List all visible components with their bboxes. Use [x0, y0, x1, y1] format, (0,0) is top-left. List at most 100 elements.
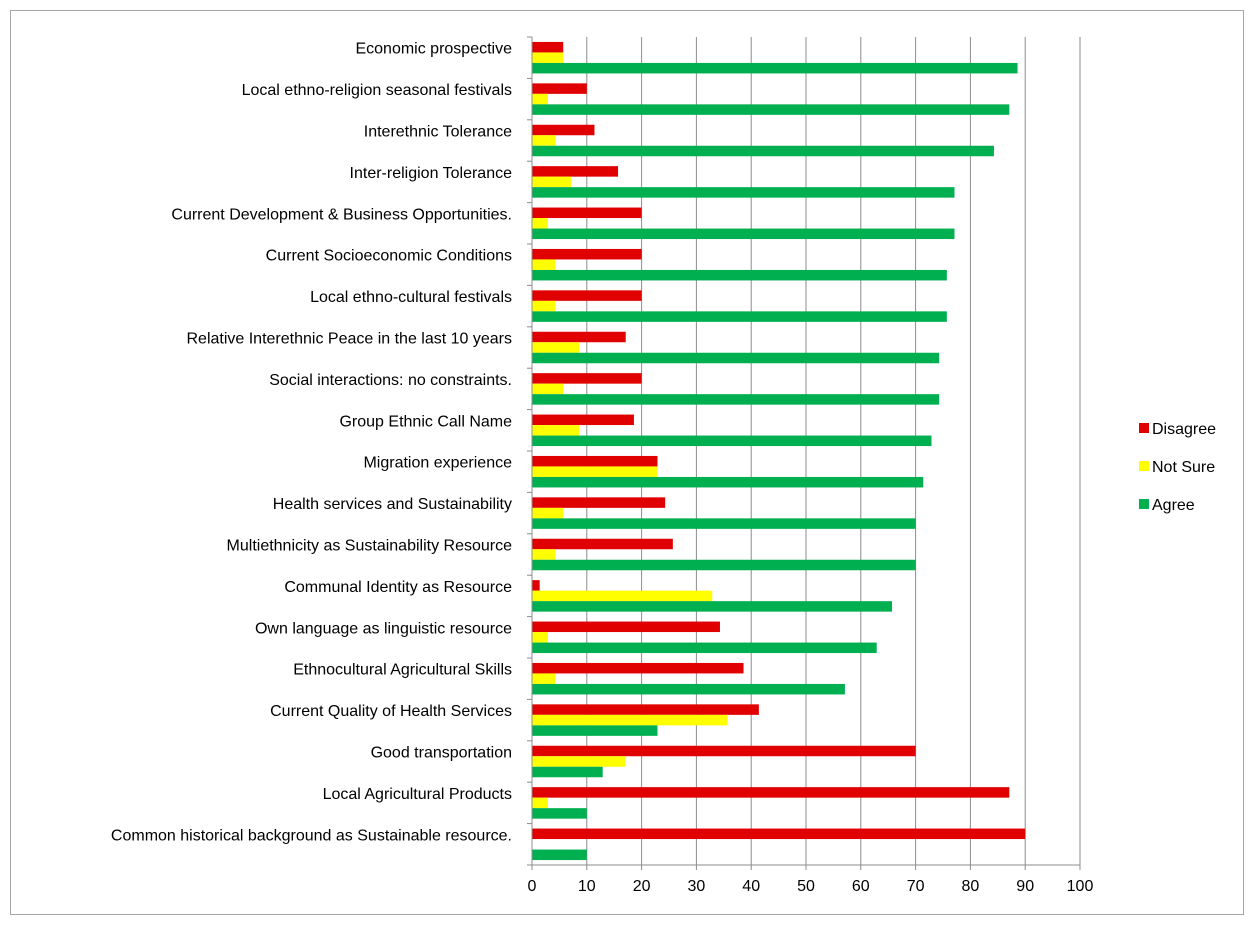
- category-label: Economic prospective: [355, 41, 512, 58]
- bar-disagree: [532, 124, 595, 136]
- bar-disagree: [532, 745, 916, 757]
- chart-frame: [10, 10, 1244, 915]
- bar-not-sure: [532, 300, 556, 312]
- bar-disagree: [532, 455, 658, 467]
- bar-disagree: [532, 497, 666, 508]
- bar-disagree: [532, 166, 619, 177]
- legend-swatch-agree: [1139, 499, 1149, 509]
- x-tick-label: 20: [633, 878, 651, 895]
- bar-not-sure: [532, 632, 548, 643]
- category-label: Social interactions: no constraints.: [269, 372, 512, 389]
- x-tick-label: 70: [907, 878, 925, 895]
- category-label: Ethnocultural Agricultural Skills: [293, 662, 512, 679]
- category-label: Migration experience: [363, 455, 512, 472]
- category-label: Relative Interethnic Peace in the last 1…: [186, 331, 512, 348]
- gridlines: [586, 37, 1081, 865]
- category-label: Inter-religion Tolerance: [350, 165, 513, 182]
- bar-agree: [532, 601, 893, 612]
- bar-agree: [532, 228, 955, 240]
- category-labels: Economic prospective Local ethno-religion…: [111, 41, 512, 845]
- category-label: Communal Identity as Resource: [284, 579, 512, 596]
- bar-disagree: [532, 787, 1010, 798]
- bar-not-sure: [532, 756, 626, 767]
- bar-agree: [532, 725, 658, 736]
- bar-not-sure: [532, 425, 580, 436]
- category-label: Common historical background as Sustaina…: [111, 827, 512, 844]
- category-label: Own language as linguistic resource: [255, 620, 512, 637]
- legend-label: Not Sure: [1152, 459, 1215, 476]
- x-tick-label: 80: [962, 878, 980, 895]
- x-tick-label: 10: [578, 878, 596, 895]
- bar-agree: [532, 145, 994, 157]
- bar-disagree: [532, 414, 634, 426]
- bar-agree: [532, 559, 916, 571]
- category-label: Local ethno-cultural festivals: [310, 289, 512, 306]
- category-label: Multiethnicity as Sustainability Resourc…: [227, 538, 513, 555]
- legend-swatch-disagree: [1139, 423, 1149, 433]
- bar-not-sure: [532, 259, 556, 270]
- bar-not-sure: [532, 549, 556, 560]
- category-label: Local ethno-religion seasonal festivals: [242, 82, 512, 99]
- bar-disagree: [532, 662, 744, 674]
- bar-disagree: [532, 41, 564, 53]
- bar-disagree: [532, 207, 642, 219]
- bar-not-sure: [532, 507, 564, 519]
- category-label: Current Socioeconomic Conditions: [266, 248, 512, 265]
- bar-agree: [532, 62, 1018, 74]
- x-tick-label: 30: [688, 878, 706, 895]
- legend: Disagree Not Sure Agree: [1139, 421, 1216, 514]
- tick-labels: 0 10 20 30 40 50 60 70 80 90 100: [528, 878, 1094, 895]
- bar-agree: [532, 849, 587, 861]
- legend-label: Disagree: [1152, 421, 1216, 438]
- x-tick-label: 100: [1067, 878, 1094, 895]
- bar-disagree: [532, 373, 642, 384]
- bar-disagree: [532, 538, 673, 550]
- bar-not-sure: [532, 176, 571, 188]
- bar-agree: [532, 352, 940, 364]
- bar-not-sure: [532, 342, 580, 353]
- bar-agree: [532, 311, 947, 322]
- category-label: Current Quality of Health Services: [270, 703, 512, 720]
- bar-disagree: [532, 828, 1026, 840]
- category-label: Group Ethnic Call Name: [339, 413, 512, 430]
- bar-agree: [532, 808, 587, 819]
- bar-agree: [532, 766, 603, 778]
- bar-not-sure: [532, 590, 713, 602]
- bar-not-sure: [532, 52, 564, 63]
- bar-agree: [532, 642, 877, 654]
- category-label: Health services and Sustainability: [273, 496, 512, 513]
- category-label: Current Development & Business Opportuni…: [171, 206, 512, 223]
- bar-agree: [532, 104, 1010, 115]
- bar-disagree: [532, 83, 587, 94]
- bar-agree: [532, 476, 924, 488]
- legend-label: Agree: [1152, 497, 1195, 514]
- bar-agree: [532, 683, 845, 695]
- bar-not-sure: [532, 93, 548, 105]
- bar-not-sure: [532, 797, 548, 809]
- bar-agree: [532, 187, 955, 198]
- bar-agree: [532, 518, 916, 529]
- bar-disagree: [532, 621, 720, 633]
- bar-disagree: [532, 704, 759, 715]
- axes: [527, 36, 1081, 870]
- bar-agree: [532, 435, 932, 447]
- bar-not-sure: [532, 218, 548, 229]
- bar-disagree: [532, 580, 540, 591]
- x-tick-label: 90: [1016, 878, 1034, 895]
- bar-not-sure: [532, 135, 556, 146]
- x-tick-label: 50: [797, 878, 815, 895]
- x-tick-label: 0: [528, 878, 537, 895]
- bar-disagree: [532, 248, 642, 260]
- category-label: Local Agricultural Products: [323, 786, 512, 803]
- category-label: Interethnic Tolerance: [364, 124, 512, 141]
- bar-disagree: [532, 290, 642, 301]
- bar-disagree: [532, 331, 626, 343]
- bar-not-sure: [532, 714, 728, 726]
- category-label: Good transportation: [371, 745, 512, 762]
- bar-not-sure: [532, 383, 564, 395]
- x-tick-label: 60: [852, 878, 870, 895]
- legend-swatch-not-sure: [1139, 461, 1149, 471]
- bar-not-sure: [532, 466, 658, 477]
- bar-agree: [532, 394, 940, 405]
